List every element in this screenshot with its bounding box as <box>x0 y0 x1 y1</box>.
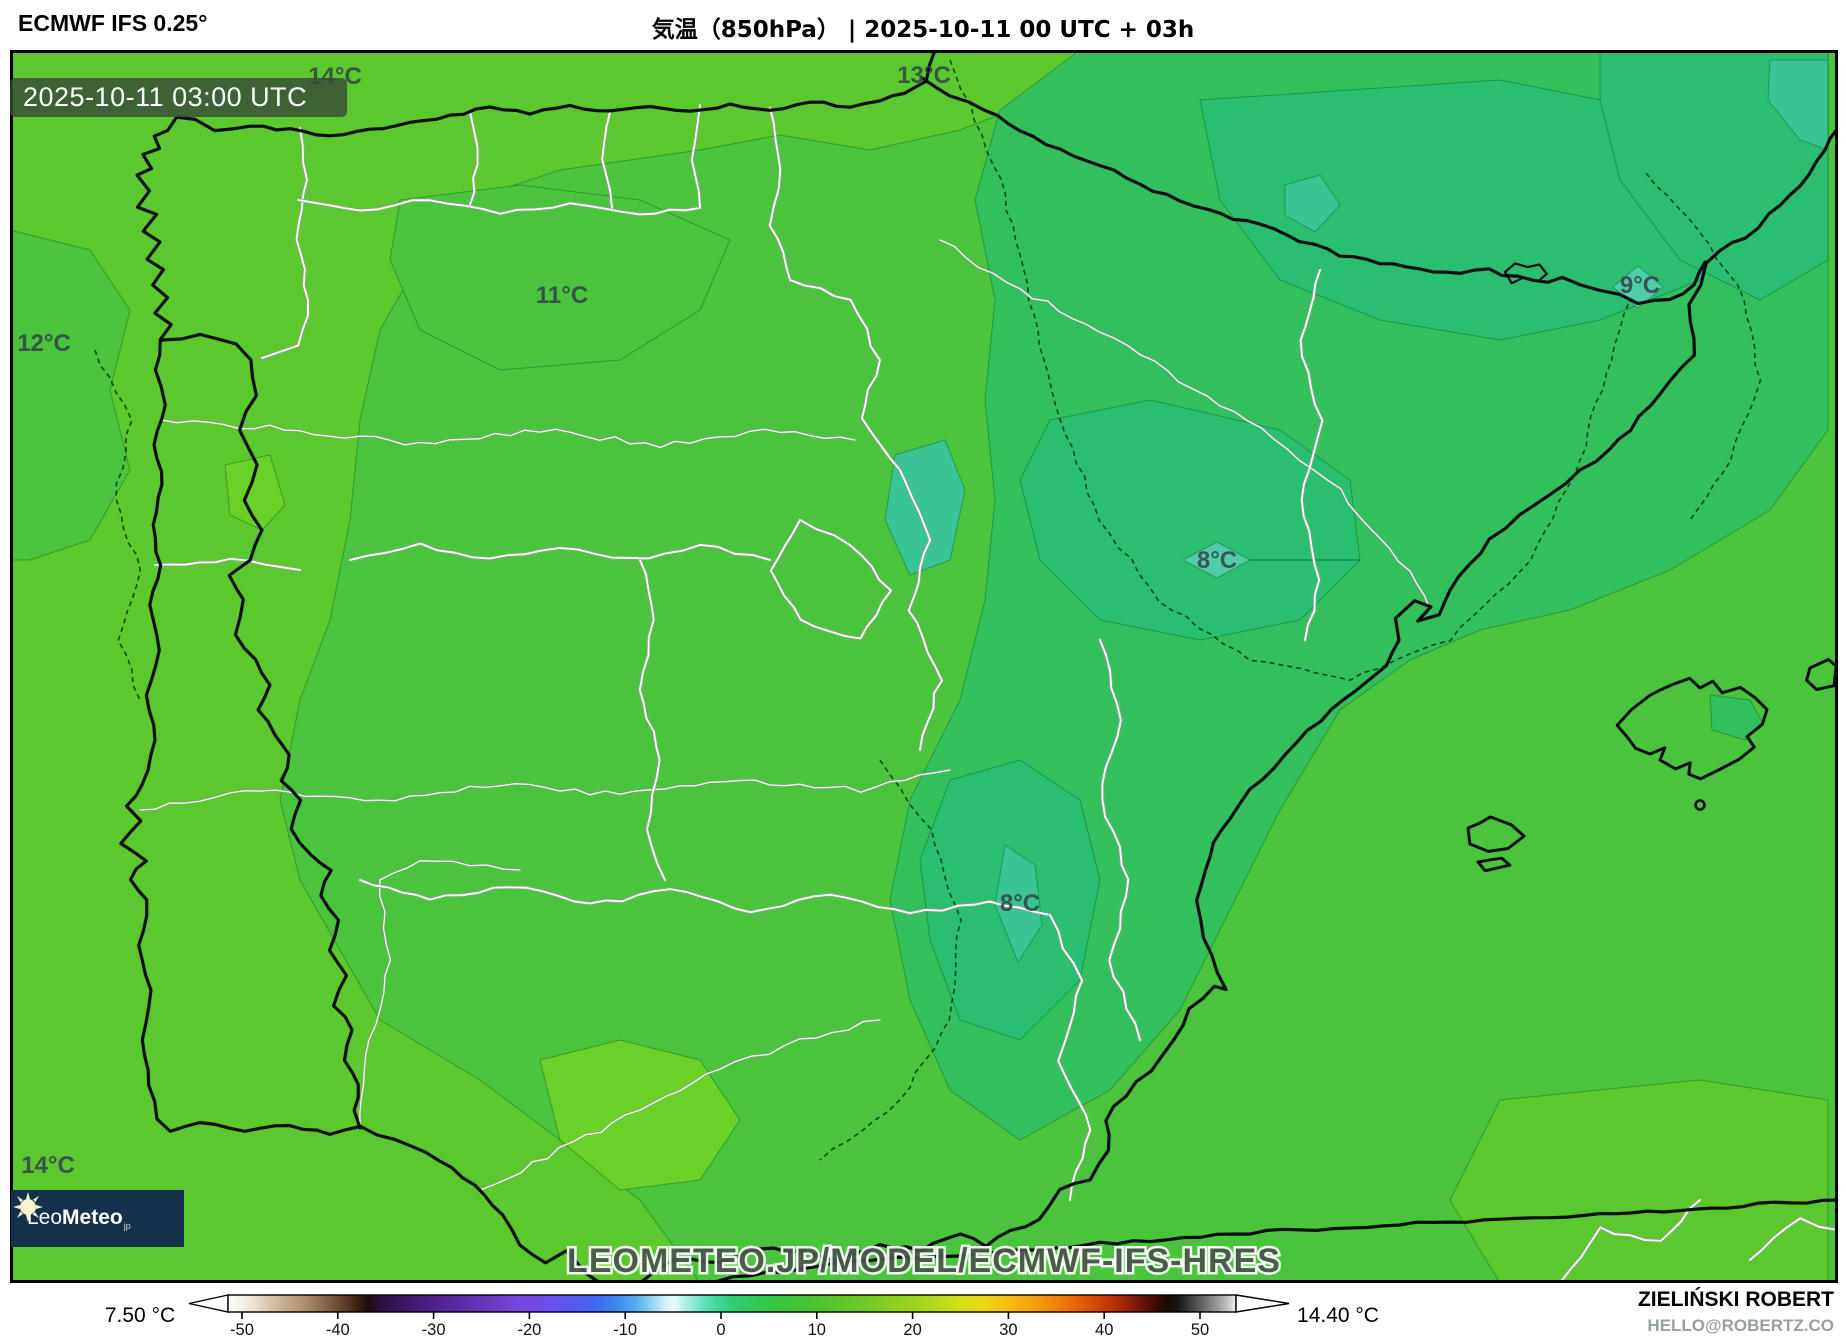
region-borders <box>153 103 1838 1283</box>
river <box>939 239 1431 611</box>
credit-name: ZIELIŃSKI ROBERT <box>1637 1288 1834 1311</box>
map-canvas: LEOMETEO.JP/MODEL/ECMWF-IFS-HRES 14°C 13°C… <box>10 50 1838 1283</box>
colorbar-tick-label: 20 <box>903 1321 921 1338</box>
region-border <box>469 111 479 206</box>
field-12c-patch <box>10 229 131 561</box>
colorbar-tick-label: 10 <box>808 1321 826 1338</box>
region-border <box>297 199 701 216</box>
region-border <box>1559 1199 1701 1283</box>
field-11c-patch <box>389 184 731 371</box>
region-border <box>768 107 791 281</box>
river <box>479 1019 881 1191</box>
temp-label: 8°C <box>1197 547 1237 574</box>
island-formentera <box>1476 856 1512 873</box>
country-border-portugal-spain <box>160 332 362 1130</box>
region-border <box>1049 914 1092 1201</box>
region-border <box>1099 639 1141 1041</box>
river <box>359 860 521 1129</box>
colorbar-tick-label: 0 <box>716 1321 725 1338</box>
region-border <box>899 469 943 751</box>
temp-label: 14°C <box>21 1152 75 1179</box>
temperature-field <box>10 50 1829 1283</box>
temp-label: 8°C <box>1000 890 1040 917</box>
watermark: LEOMETEO.JP/MODEL/ECMWF-IFS-HRES <box>567 1242 1281 1280</box>
temp-label: 9°C <box>1620 272 1660 299</box>
country-border-france-spain <box>920 76 1707 306</box>
sun-icon <box>13 1192 43 1222</box>
credit-block: ZIELIŃSKI ROBERT HELLO@ROBERTZ.CO <box>1638 1288 1834 1336</box>
coastline-africa <box>698 1198 1838 1283</box>
dashed-isotherm <box>1645 172 1762 521</box>
colorbar-tick-label: 50 <box>1191 1321 1209 1338</box>
dashed-isotherms <box>94 59 1762 1161</box>
temp-labels: 14°C 13°C12°C11°C 9°C8°C8°C14°C <box>17 62 1660 1179</box>
field-teal-andorra <box>1284 174 1341 233</box>
temp-label: 11°C <box>536 282 588 309</box>
map-frame-border <box>10 50 1838 1283</box>
colorbar-tick-label: -10 <box>613 1321 637 1338</box>
field-bright-se-sea <box>1449 1079 1829 1283</box>
colorbar-min-label: 7.50 °C <box>105 1304 175 1327</box>
colorbar-max-label: 14.40 °C <box>1297 1304 1379 1327</box>
colorbar-left-arrow <box>188 1294 229 1313</box>
region-border <box>691 104 701 209</box>
river <box>139 769 951 811</box>
region-border <box>601 111 613 209</box>
logo-text: LeoMeteojp <box>27 1205 131 1232</box>
region-border <box>359 879 1051 916</box>
leometeo-logo: LeoMeteojp <box>11 1190 184 1247</box>
temp-label: 13°C <box>897 62 951 89</box>
coastlines-and-borders <box>119 50 1838 1283</box>
temp-label: 12°C <box>17 330 71 357</box>
island-mallorca <box>1615 676 1769 781</box>
field-teal-sliver <box>994 844 1043 964</box>
region-border <box>349 542 771 561</box>
region-border <box>154 557 301 571</box>
dashed-isotherm <box>819 759 962 1161</box>
credit-email: HELLO@ROBERTZ.CO <box>1647 1316 1834 1336</box>
rivers <box>138 238 1432 1192</box>
timestamp-overlay: 2025-10-11 03:00 UTC <box>10 78 347 117</box>
region-border <box>1299 269 1324 641</box>
colorbar-tick-label: -40 <box>326 1321 350 1338</box>
field-cool-8c-east <box>1019 399 1361 641</box>
region-border <box>770 519 892 640</box>
field-bright-andalucia <box>539 1039 741 1191</box>
coastline-atlantic <box>119 50 937 1283</box>
field-bright-portugal <box>224 454 286 531</box>
region-border <box>789 279 901 471</box>
model-name: ECMWF IFS 0.25° <box>18 10 208 36</box>
colorbar-gradient <box>227 1294 1237 1313</box>
island-cabrera <box>1694 799 1706 811</box>
colorbar-right-arrow <box>1235 1294 1290 1313</box>
colorbar-tick-label: -20 <box>517 1321 541 1338</box>
weather-map: LEOMETEO.JP/MODEL/ECMWF-IFS-HRES 14°C 13°C… <box>10 50 1838 1283</box>
region-border <box>261 127 309 359</box>
field-teal-corner <box>1767 59 1829 151</box>
field-teal-pocket <box>884 439 966 576</box>
colorbar-tick-label: -50 <box>230 1321 254 1338</box>
coastline-mediterranean <box>638 126 1838 1283</box>
region-border <box>638 559 666 881</box>
dashed-isotherm <box>94 349 142 701</box>
page-title: 気温（850hPa） | 2025-10-11 00 UTC + 03h <box>651 17 1195 43</box>
region-border <box>1749 1217 1838 1261</box>
colorbar-tick-label: -30 <box>422 1321 446 1338</box>
river <box>161 419 856 449</box>
island-menorca <box>1805 658 1838 691</box>
colorbar-tick-label: 40 <box>1095 1321 1113 1338</box>
colorbar-legend: 7.50 °C -50 -40 -30 -20 -10 0 10 20 30 40 50 14.40… <box>105 1294 1379 1338</box>
border-andorra <box>1503 262 1548 285</box>
colorbar-tick-label: 30 <box>999 1321 1017 1338</box>
colorbar-ticks: -50 -40 -30 -20 -10 0 10 20 30 40 50 <box>230 1312 1209 1338</box>
dashed-isotherm <box>949 59 1631 682</box>
island-ibiza <box>1466 815 1526 853</box>
